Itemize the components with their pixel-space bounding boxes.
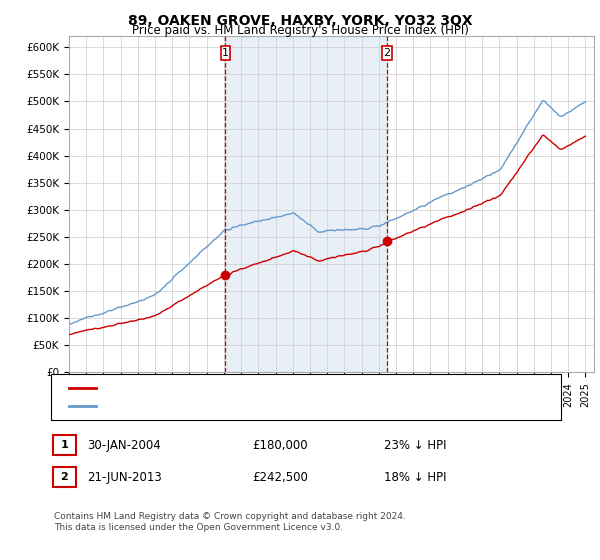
Text: 18% ↓ HPI: 18% ↓ HPI [384, 470, 446, 484]
Text: Price paid vs. HM Land Registry's House Price Index (HPI): Price paid vs. HM Land Registry's House … [131, 24, 469, 37]
Text: HPI: Average price, detached house, York: HPI: Average price, detached house, York [102, 401, 317, 410]
Text: 1: 1 [222, 48, 229, 58]
Text: 2: 2 [383, 48, 391, 58]
Text: 89, OAKEN GROVE, HAXBY, YORK, YO32 3QX: 89, OAKEN GROVE, HAXBY, YORK, YO32 3QX [128, 14, 472, 28]
Text: £242,500: £242,500 [252, 470, 308, 484]
Bar [225, 36, 387, 372]
Text: 2: 2 [61, 472, 68, 482]
Text: 89, OAKEN GROVE, HAXBY, YORK, YO32 3QX (detached house): 89, OAKEN GROVE, HAXBY, YORK, YO32 3QX (… [102, 383, 428, 393]
Text: 1: 1 [61, 440, 68, 450]
Text: £180,000: £180,000 [252, 438, 308, 452]
Text: 30-JAN-2004: 30-JAN-2004 [87, 438, 161, 452]
Text: 21-JUN-2013: 21-JUN-2013 [87, 470, 162, 484]
Text: 23% ↓ HPI: 23% ↓ HPI [384, 438, 446, 452]
Bar [382, 46, 392, 60]
Bar [221, 46, 230, 60]
Text: Contains HM Land Registry data © Crown copyright and database right 2024.
This d: Contains HM Land Registry data © Crown c… [54, 512, 406, 532]
